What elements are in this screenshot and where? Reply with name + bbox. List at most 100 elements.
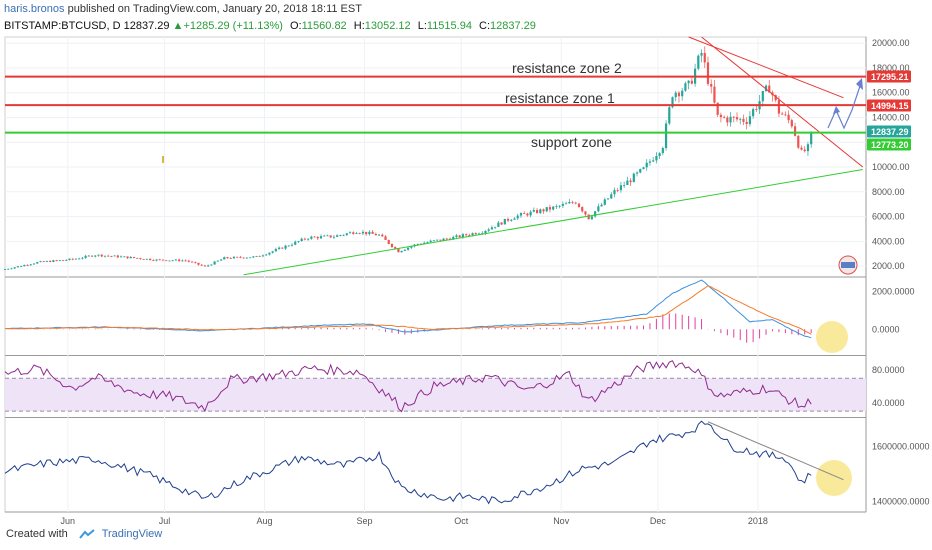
- candle-body: [629, 180, 632, 183]
- candle-body: [261, 255, 265, 257]
- candle-body: [532, 210, 535, 212]
- candle-body: [565, 203, 568, 205]
- candle-body: [97, 254, 100, 256]
- candle-body: [423, 242, 426, 244]
- rsi-band: [5, 378, 866, 412]
- candle-body: [319, 236, 323, 239]
- candle-body: [377, 234, 381, 236]
- candle-body: [39, 261, 42, 263]
- candle-body: [742, 118, 745, 122]
- candle-body: [303, 238, 306, 240]
- candle-body: [129, 256, 132, 259]
- candle-body: [232, 256, 236, 259]
- candle-body: [210, 264, 213, 266]
- candle-body: [226, 257, 229, 259]
- candle-body: [84, 255, 87, 258]
- candle-body: [503, 218, 506, 225]
- candle-body: [574, 202, 577, 204]
- candle-body: [761, 91, 764, 102]
- candle-body: [677, 92, 681, 97]
- candle-body: [49, 261, 52, 262]
- resistance-trendline: [701, 36, 864, 168]
- y-tick-label: 16000.00: [872, 88, 910, 98]
- price-label-tag: [867, 99, 911, 112]
- candle-body: [329, 235, 332, 238]
- y-tick-label: 4000.00: [872, 236, 905, 246]
- candle-body: [58, 260, 61, 261]
- arrow-head-icon: [833, 106, 840, 114]
- candle-body: [29, 264, 32, 266]
- candle-body: [355, 233, 358, 234]
- candle-body: [755, 109, 758, 110]
- author-link[interactable]: haris.bronos: [4, 3, 65, 15]
- candle-body: [152, 260, 155, 261]
- candle-body: [681, 90, 684, 97]
- candle-body: [310, 236, 313, 239]
- rsi-tick-label: 40.0000: [872, 398, 905, 408]
- candle-body: [7, 268, 10, 270]
- candle-body: [119, 256, 123, 258]
- candle-body: [561, 203, 564, 206]
- y-tick-label: 8000.00: [872, 187, 905, 197]
- candle-body: [142, 259, 145, 260]
- candle-body: [400, 250, 403, 253]
- candle-body: [639, 168, 642, 173]
- price-label-tag: [867, 70, 911, 83]
- candle-body: [68, 258, 71, 261]
- candle-body: [784, 114, 787, 116]
- candle-body: [600, 204, 603, 207]
- last-price: 12837.29: [123, 20, 170, 32]
- candle-body: [723, 117, 726, 118]
- candle-body: [571, 201, 574, 203]
- candle-body: [623, 185, 626, 186]
- candle-body: [42, 261, 45, 263]
- x-tick-label: Nov: [553, 516, 570, 526]
- candle-body: [610, 194, 613, 199]
- candle-body: [307, 238, 310, 240]
- candle-body: [219, 259, 223, 261]
- candle-body: [652, 160, 655, 162]
- candle-body: [187, 260, 190, 262]
- candle-body: [190, 261, 194, 263]
- candle-body: [674, 92, 677, 98]
- candle-body: [203, 265, 207, 267]
- candle-body: [374, 233, 377, 236]
- symbol-label: BITSTAMP:BTCUSD, D: [4, 20, 121, 32]
- candle-body: [394, 247, 397, 249]
- candle-body: [481, 233, 484, 234]
- close-value: 12837.29: [490, 20, 536, 32]
- candle-body: [213, 261, 216, 265]
- tradingview-brand[interactable]: TradingView: [101, 528, 163, 540]
- candle-body: [161, 259, 165, 261]
- candle-body: [752, 109, 755, 117]
- candle-body: [178, 259, 181, 262]
- x-tick-label: Oct: [454, 516, 469, 526]
- candle-body: [452, 236, 455, 240]
- candle-body: [358, 233, 361, 234]
- candle-body: [32, 263, 36, 265]
- candle-body: [436, 239, 439, 241]
- tradingview-logo-icon: [79, 529, 95, 539]
- candle-body: [271, 251, 274, 253]
- candle-body: [745, 121, 748, 125]
- candle-body: [297, 241, 300, 242]
- x-tick-label: Aug: [257, 516, 273, 526]
- candle-body: [194, 262, 197, 263]
- candle-body: [23, 265, 26, 267]
- candle-body: [558, 205, 561, 207]
- candle-body: [332, 236, 336, 238]
- candle-body: [13, 267, 16, 269]
- candle-body: [397, 248, 400, 253]
- candle-body: [184, 260, 187, 262]
- candle-body: [107, 255, 110, 257]
- candle-body: [664, 123, 668, 149]
- candle-body: [410, 246, 413, 248]
- candle-body: [139, 258, 142, 260]
- candle-body: [748, 116, 752, 125]
- candle-body: [216, 260, 219, 262]
- candle-body: [781, 113, 784, 115]
- x-tick-label: Jun: [61, 516, 76, 526]
- candle-body: [200, 264, 203, 266]
- candle-body: [348, 232, 352, 234]
